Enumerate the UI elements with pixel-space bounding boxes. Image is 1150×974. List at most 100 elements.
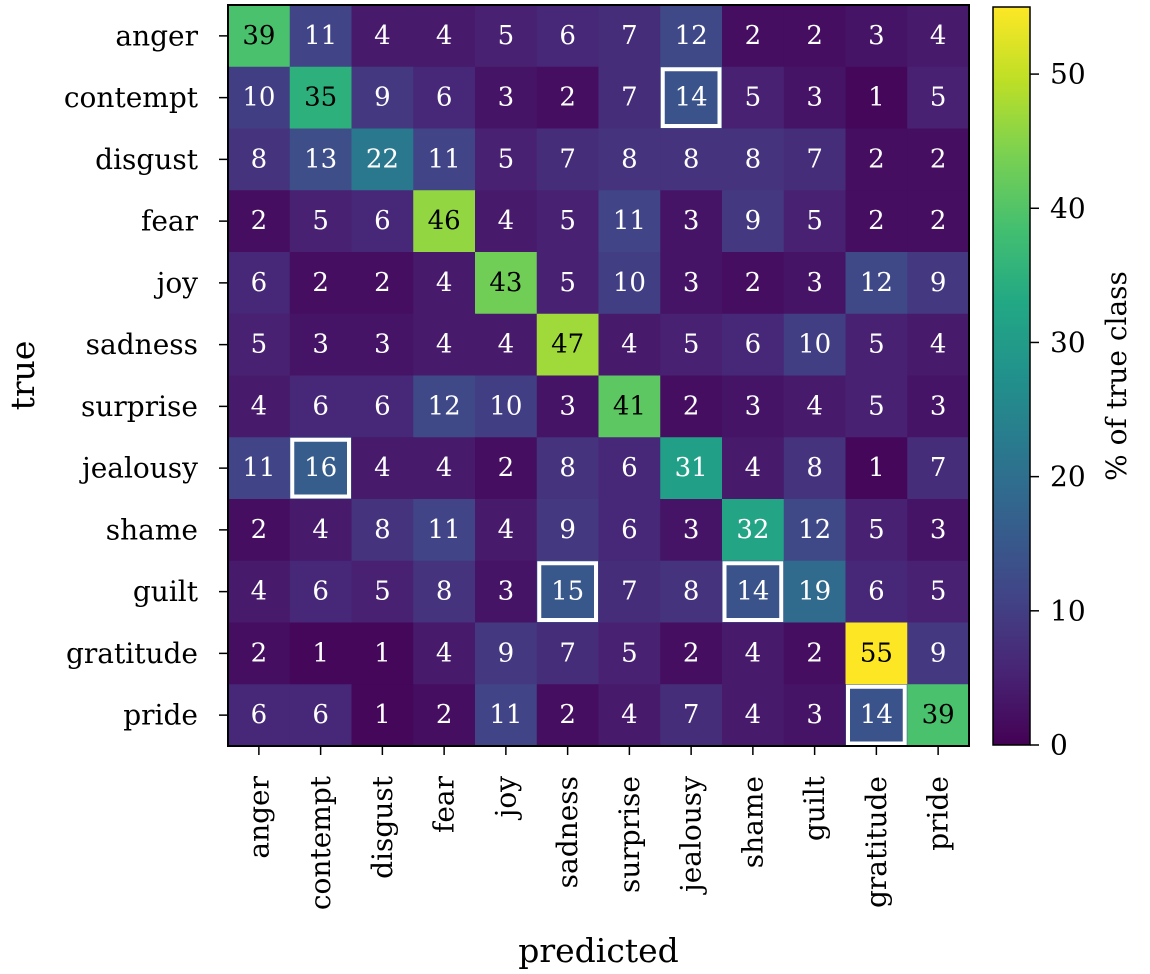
heatmap-cell (722, 252, 785, 315)
cell-value-label: 2 (930, 144, 947, 174)
cell-value-label: 11 (613, 206, 646, 236)
heatmap-cell (475, 190, 538, 253)
cell-value-label: 9 (374, 83, 391, 113)
colorbar-tick-label: 0 (1050, 729, 1068, 762)
cell-value-label: 11 (304, 21, 337, 51)
cell-value-label: 3 (312, 330, 329, 360)
heatmap-cell (660, 190, 723, 253)
heatmap-cell (783, 313, 847, 377)
heatmap-cell (907, 375, 970, 438)
heatmap-cell (289, 128, 353, 191)
y-tick-label: surprise (81, 390, 198, 423)
cell-value-label: 8 (621, 144, 638, 174)
cell-value-label: 31 (675, 453, 708, 483)
colorbar-tick-label: 10 (1050, 594, 1086, 627)
cell-value-label: 3 (683, 268, 700, 298)
highlight-box (846, 684, 907, 746)
x-tick-label: sadness (551, 776, 584, 888)
heatmap-cell (907, 622, 970, 685)
cell-value-label: 2 (559, 83, 576, 113)
cell-value-label: 8 (806, 453, 823, 483)
cell-value-label: 2 (745, 21, 762, 51)
cell-value-label: 7 (621, 21, 638, 51)
heatmap-cell (598, 313, 661, 377)
heatmap-cell (228, 622, 291, 685)
cell-value-label: 46 (428, 206, 461, 236)
cell-value-label: 4 (251, 391, 268, 421)
highlight-boxes (290, 67, 907, 746)
cell-value-label: 8 (745, 144, 762, 174)
heatmap-cell (536, 128, 600, 191)
heatmap-cell (536, 252, 600, 315)
highlight-box (660, 67, 722, 128)
cell-value-label: 3 (806, 83, 823, 113)
heatmap-cell (289, 437, 353, 500)
x-tick-label: surprise (613, 776, 646, 893)
cell-value-label: 16 (304, 453, 337, 483)
heatmap-cell (907, 190, 970, 253)
x-tick-label: guilt (798, 775, 831, 841)
cell-value-label: 9 (498, 638, 515, 668)
cell-value-label: 9 (930, 638, 947, 668)
heatmap-cell (475, 437, 538, 500)
heatmap-cell (228, 313, 291, 377)
heatmap-cell (783, 499, 847, 562)
cell-value-label: 4 (251, 577, 268, 607)
heatmap-cell (228, 499, 291, 562)
heatmap-cell (845, 622, 908, 685)
cell-value-label: 1 (374, 638, 391, 668)
heatmap-cell (845, 375, 908, 438)
heatmap-cell (228, 5, 291, 68)
heatmap-cell (351, 190, 414, 253)
cell-value-label: 4 (930, 330, 947, 360)
heatmap-cell (475, 622, 538, 685)
heatmap-cell (783, 252, 847, 315)
cell-value-label: 5 (498, 21, 515, 51)
heatmap-cell (660, 66, 723, 130)
cell-value-label: 7 (806, 144, 823, 174)
heatmap-cell (351, 560, 414, 624)
colorbar-gradient (992, 6, 1031, 746)
heatmap-cell (598, 5, 661, 68)
x-axis-title: predicted (518, 931, 679, 970)
heatmap-cell (845, 66, 908, 130)
heatmap-cell (907, 437, 970, 500)
colorbar-tick-label: 30 (1050, 326, 1086, 359)
y-tick-label: sadness (86, 328, 198, 361)
cell-value-label: 8 (683, 577, 700, 607)
heatmap-cell (289, 684, 353, 747)
cell-value-label: 7 (930, 453, 947, 483)
heatmap-cell (413, 252, 476, 315)
x-tick-label: contempt (304, 775, 337, 910)
x-tick-label: disgust (366, 775, 399, 879)
cell-value-label: 11 (428, 515, 461, 545)
heatmap-cell (536, 375, 600, 438)
heatmap-cell (783, 684, 847, 747)
cell-value-label: 2 (806, 638, 823, 668)
heatmap-cell (598, 66, 661, 130)
cell-value-label: 7 (621, 577, 638, 607)
cell-value-label: 4 (745, 453, 762, 483)
heatmap-cell (660, 622, 723, 685)
cell-value-label: 11 (428, 144, 461, 174)
heatmap-cell (660, 437, 723, 500)
heatmap-cell (289, 499, 353, 562)
heatmap-cell (413, 66, 476, 130)
cell-value-label: 4 (498, 206, 515, 236)
y-axis-ticks: anger contempt disgust fear joy sadness surpri… (64, 19, 228, 732)
heatmap-cell (783, 375, 847, 438)
y-axis-title: true (3, 341, 42, 411)
cell-value-label: 4 (436, 453, 453, 483)
cell-value-label: 22 (366, 144, 399, 174)
heatmap-cell (845, 313, 908, 377)
heatmap-cell (413, 560, 476, 624)
cell-value-label: 3 (498, 83, 515, 113)
heatmap-cell (722, 5, 785, 68)
cell-value-label: 9 (745, 206, 762, 236)
cell-value-label: 8 (436, 577, 453, 607)
cell-value-label: 4 (498, 330, 515, 360)
cell-value-label: 3 (806, 700, 823, 730)
cell-value-label: 1 (374, 700, 391, 730)
y-tick-label: pride (123, 699, 198, 732)
